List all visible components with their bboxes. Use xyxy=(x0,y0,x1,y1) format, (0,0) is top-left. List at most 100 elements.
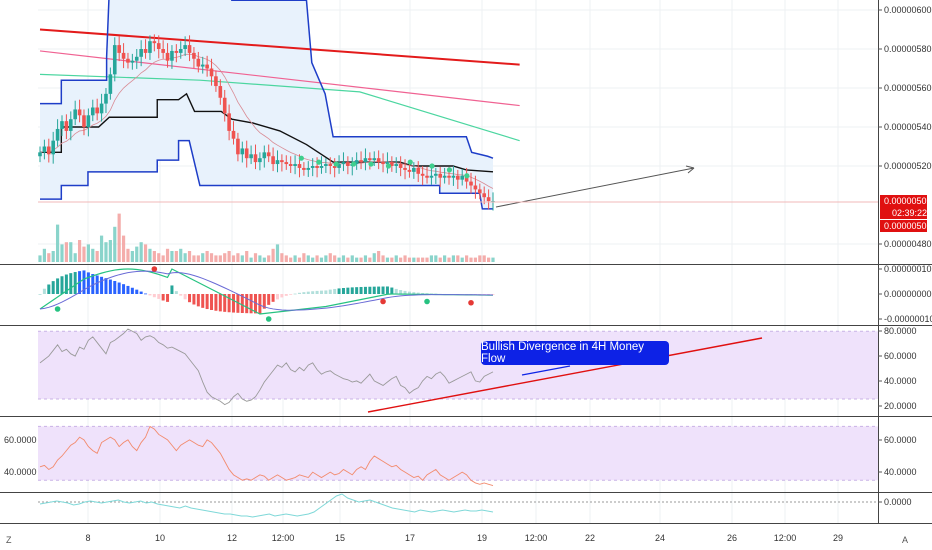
candle-body xyxy=(82,115,86,127)
candle-body xyxy=(112,45,117,75)
volume-bar xyxy=(47,253,51,262)
macd-hist-bar xyxy=(280,294,284,298)
candle-body xyxy=(77,109,82,116)
macd-hist-bar xyxy=(122,284,126,294)
auto-scale-button[interactable]: A xyxy=(902,535,909,545)
rsi-tick-label: 60.0000 xyxy=(884,435,917,445)
candle-body xyxy=(218,86,223,98)
macd-hist-bar xyxy=(166,294,170,302)
volume-bar xyxy=(187,251,192,262)
price-tick-label: 0.00000560 xyxy=(884,83,932,93)
volume-bar xyxy=(394,255,398,262)
macd-pane xyxy=(38,266,495,322)
macd-hist-bar xyxy=(328,289,332,294)
x-tick-label: 15 xyxy=(335,533,345,543)
volume-bar xyxy=(170,251,174,262)
money-flow-pane xyxy=(38,328,878,413)
candle-body xyxy=(407,169,412,172)
volume-bar xyxy=(359,257,363,262)
trend-arrow-line xyxy=(495,167,695,208)
price-tick-label: 0.00000580 xyxy=(884,44,932,54)
signal-dot xyxy=(316,159,322,165)
macd-hist-bar xyxy=(135,289,139,294)
x-tick-label: 26 xyxy=(727,533,737,543)
candle-body xyxy=(482,193,487,198)
money-flow-tick-label: 60.0000 xyxy=(884,351,917,361)
macd-hist-bar xyxy=(218,294,222,312)
volume-bar xyxy=(438,257,442,262)
low-price-label: 0.00000501 xyxy=(884,221,932,231)
macd-hist-bar xyxy=(42,288,46,294)
volume-bar xyxy=(363,255,368,262)
rsi-band xyxy=(38,426,878,481)
candle-body xyxy=(275,160,280,165)
macd-hist-bar xyxy=(232,294,236,313)
timezone-button[interactable]: Z xyxy=(6,535,12,545)
candle-body xyxy=(363,158,368,163)
candle-body xyxy=(464,175,469,182)
histogram-line xyxy=(39,493,494,518)
volume-bar xyxy=(231,255,236,262)
volume-bar xyxy=(236,253,240,262)
macd-hist-bar xyxy=(205,294,209,310)
volume-bar xyxy=(51,251,55,262)
x-tick-label: 8 xyxy=(85,533,90,543)
macd-hist-bar xyxy=(69,273,73,294)
rsi-pane xyxy=(38,425,878,487)
macd-hist-bar xyxy=(377,286,381,294)
macd-hist-bar xyxy=(51,281,55,294)
macd-hist-bar xyxy=(271,294,275,302)
volume-bar xyxy=(416,257,420,262)
candle-body xyxy=(390,162,394,166)
divergence-annotation[interactable]: Bullish Divergence in 4H Money Flow xyxy=(481,341,669,365)
macd-hist-bar xyxy=(144,293,148,295)
volume-bar xyxy=(469,257,473,262)
candle-body xyxy=(130,60,135,63)
macd-hist-bar xyxy=(126,285,130,294)
candle-body xyxy=(425,175,429,178)
volume-bar xyxy=(143,244,148,262)
signal-dot xyxy=(429,163,435,169)
volume-bar xyxy=(227,251,231,262)
candle-body xyxy=(90,107,95,116)
macd-hist-bar xyxy=(381,286,385,294)
volume-bar xyxy=(60,244,64,262)
volume-bar xyxy=(425,257,429,262)
donchian-lower-line xyxy=(40,139,493,210)
candle-body xyxy=(315,166,319,168)
low-price-tag xyxy=(880,220,927,232)
money-flow-tick-label: 40.0000 xyxy=(884,376,917,386)
volume-bar xyxy=(86,244,90,262)
macd-hist-bar xyxy=(56,278,60,294)
macd-hist-bar xyxy=(333,288,337,294)
volume-bar xyxy=(403,255,407,262)
price-tick-label: 0.00000520 xyxy=(884,161,932,171)
macd-hist-bar xyxy=(368,286,372,294)
candle-body xyxy=(156,43,161,49)
candle-body xyxy=(266,152,271,157)
volume-bar xyxy=(91,248,95,262)
candle-body xyxy=(174,50,179,53)
candle-body xyxy=(354,160,359,165)
volume-bar xyxy=(302,253,306,262)
macd-hist-bar xyxy=(284,294,288,296)
macd-hist-bar xyxy=(487,294,491,295)
macd-hist-bar xyxy=(249,294,253,314)
candle-body xyxy=(139,49,143,57)
macd-hist-bar xyxy=(130,287,134,294)
volume-bar xyxy=(165,248,170,262)
volume-bar xyxy=(289,257,293,262)
volume-bar xyxy=(64,242,68,262)
volume-bar xyxy=(95,251,99,262)
volume-bar xyxy=(99,235,104,262)
volume-bar xyxy=(293,255,297,262)
macd-hist-bar xyxy=(196,294,200,307)
candle-body xyxy=(187,45,192,53)
macd-hist-bar xyxy=(73,272,77,294)
x-tick-label: 17 xyxy=(405,533,415,543)
volume-bar xyxy=(337,257,341,262)
macd-hist-bar xyxy=(179,294,183,296)
candle-body xyxy=(398,164,403,168)
volume-bar xyxy=(240,255,244,262)
macd-hist-bar xyxy=(302,292,306,294)
